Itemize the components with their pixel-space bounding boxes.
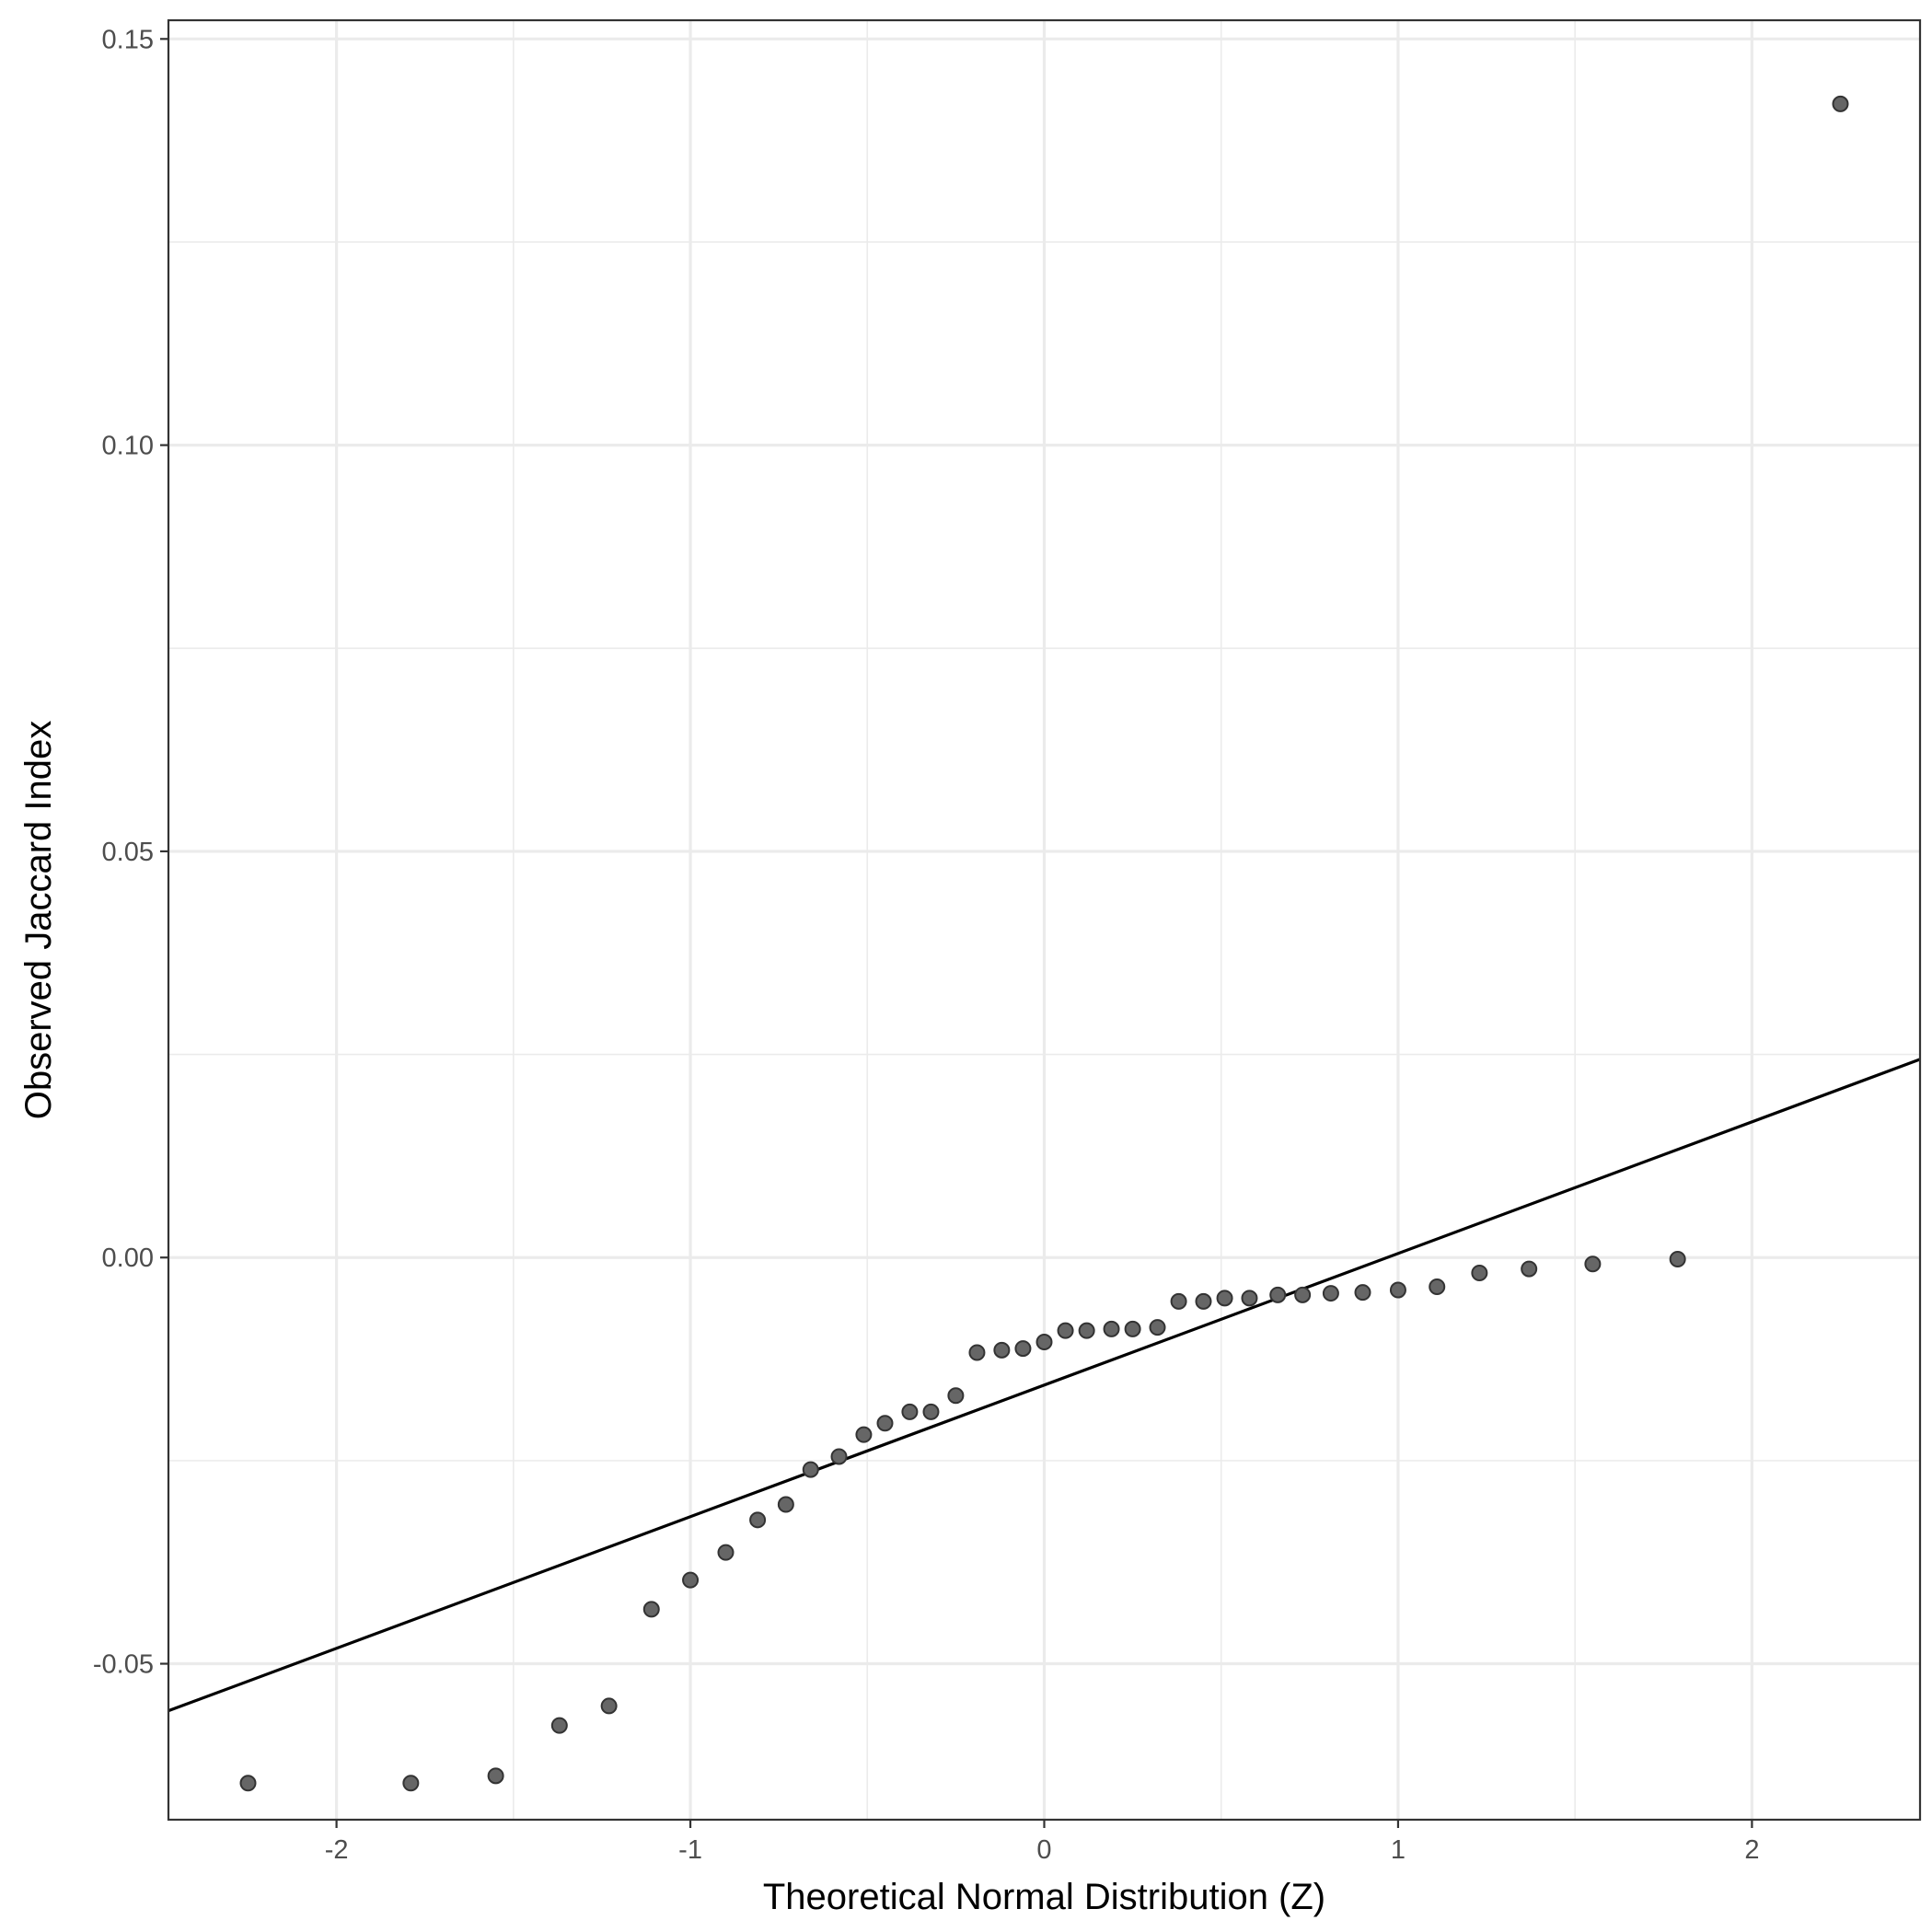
data-point <box>1057 1322 1074 1339</box>
data-point <box>1078 1322 1095 1339</box>
data-point <box>1389 1281 1406 1299</box>
data-point <box>749 1511 767 1529</box>
data-point <box>487 1767 504 1785</box>
data-point <box>1832 95 1849 112</box>
x-tick-label: 1 <box>1391 1835 1406 1865</box>
data-point <box>642 1601 660 1618</box>
data-point <box>968 1344 986 1361</box>
x-tick-label: 0 <box>1036 1835 1051 1865</box>
data-point <box>1103 1320 1120 1337</box>
reference-line-layer <box>168 1058 1921 1713</box>
data-point <box>947 1387 965 1405</box>
data-point <box>682 1571 700 1589</box>
data-point <box>777 1496 794 1513</box>
data-points <box>239 95 1849 1792</box>
data-point <box>993 1341 1011 1359</box>
data-point <box>1149 1319 1166 1336</box>
data-point <box>1471 1264 1488 1281</box>
data-point <box>1124 1320 1141 1337</box>
major-gridlines <box>168 20 1920 1820</box>
x-tick-label: -2 <box>325 1835 349 1865</box>
data-point <box>239 1775 257 1792</box>
data-point <box>830 1448 848 1465</box>
data-point <box>1241 1290 1258 1307</box>
data-point <box>1669 1250 1686 1267</box>
y-tick-label: 0.15 <box>102 25 154 54</box>
data-point <box>1216 1290 1233 1307</box>
data-point <box>1014 1340 1032 1358</box>
data-point <box>855 1426 873 1443</box>
data-point <box>1429 1278 1446 1296</box>
data-point <box>1322 1285 1339 1302</box>
y-tick-label: 0.10 <box>102 432 154 461</box>
data-point <box>1521 1260 1538 1278</box>
y-tick-label: 0.00 <box>102 1244 154 1273</box>
x-tick-label: 2 <box>1744 1835 1759 1865</box>
data-point <box>922 1403 940 1420</box>
data-point <box>1035 1334 1053 1351</box>
y-axis-title: Observed Jaccard Index <box>18 721 59 1120</box>
data-point <box>901 1403 919 1420</box>
data-point <box>876 1415 894 1432</box>
x-axis-title: Theoretical Normal Distribution (Z) <box>763 1877 1325 1917</box>
data-point <box>717 1544 735 1561</box>
data-point <box>1269 1286 1287 1303</box>
y-tick-label: -0.05 <box>93 1650 154 1680</box>
y-axis: -0.05 0.00 0.05 0.10 0.15 <box>93 25 168 1680</box>
data-point <box>1195 1292 1212 1310</box>
data-point <box>550 1717 568 1734</box>
data-point <box>1170 1292 1187 1310</box>
y-tick-label: 0.05 <box>102 838 154 867</box>
x-tick-label: -1 <box>678 1835 702 1865</box>
data-point <box>802 1461 819 1478</box>
data-point <box>600 1697 618 1715</box>
data-point <box>1584 1255 1602 1273</box>
x-axis: -2 -1 0 1 2 <box>325 1820 1759 1865</box>
data-point <box>1354 1284 1371 1301</box>
data-point <box>1294 1286 1312 1303</box>
data-point <box>402 1775 420 1792</box>
qq-reference-line <box>168 1058 1921 1713</box>
